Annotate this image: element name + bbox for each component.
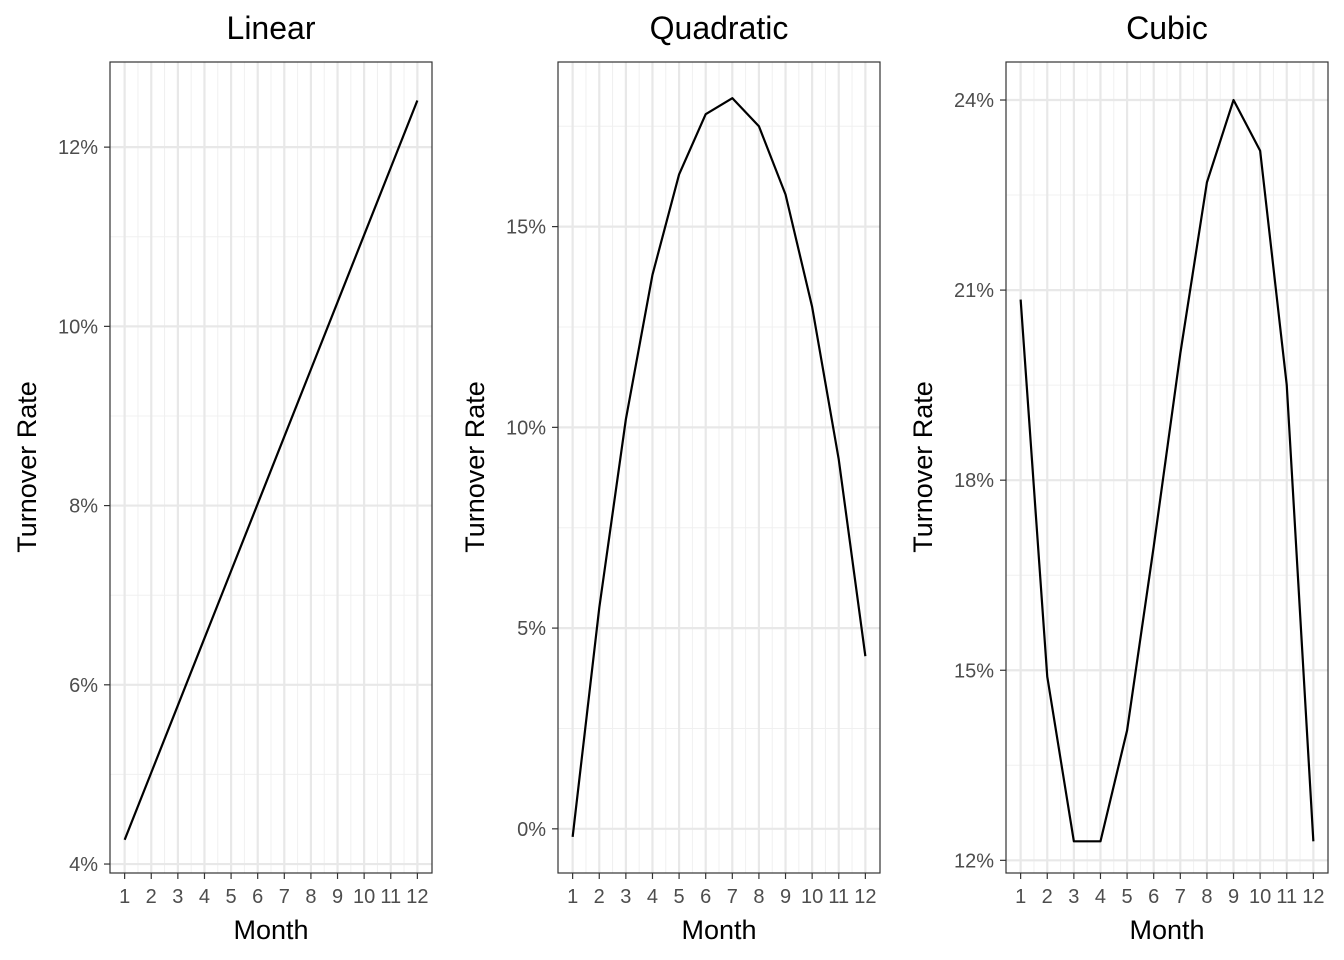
panel-title: Quadratic — [650, 10, 789, 46]
x-tick-label: 11 — [828, 886, 849, 908]
x-tick-label: 11 — [1276, 886, 1297, 908]
y-tick-label: 5% — [517, 618, 546, 640]
x-tick-label: 5 — [226, 886, 237, 908]
y-tick-label: 0% — [517, 819, 546, 841]
x-tick-label: 12 — [406, 886, 428, 908]
x-tick-label: 10 — [801, 886, 823, 908]
x-tick-label: 10 — [1249, 886, 1271, 908]
y-tick-label: 10% — [58, 316, 98, 338]
y-tick-label: 12% — [954, 850, 994, 872]
grid — [110, 62, 432, 873]
x-tick-label: 4 — [1095, 886, 1106, 908]
x-axis-label: Month — [681, 915, 756, 945]
x-tick-label: 2 — [594, 886, 605, 908]
x-tick-label: 9 — [332, 886, 343, 908]
y-axis-label: Turnover Rate — [460, 381, 490, 553]
panel-border — [109, 61, 433, 874]
x-tick-label: 6 — [252, 886, 263, 908]
x-tick-label: 10 — [353, 886, 375, 908]
x-axis-label: Month — [233, 915, 308, 945]
x-tick-label: 4 — [647, 886, 658, 908]
panel-title: Cubic — [1126, 10, 1208, 46]
panel-title: Linear — [227, 10, 316, 46]
x-tick-label: 5 — [674, 886, 685, 908]
axes: 1 2 3 4 5 6 7 8 9 10 11 120%5%10%15% — [506, 217, 877, 908]
x-axis-label: Month — [1129, 915, 1204, 945]
x-tick-label: 9 — [1228, 886, 1239, 908]
axes: 1 2 3 4 5 6 7 8 9 10 11 124%6%8%10%12% — [58, 137, 429, 908]
y-tick-label: 8% — [69, 496, 98, 518]
y-axis-label: Turnover Rate — [908, 381, 938, 553]
y-tick-label: 4% — [69, 854, 98, 876]
y-axis-label: Turnover Rate — [12, 381, 42, 553]
x-tick-label: 2 — [146, 886, 157, 908]
series-line — [1019, 98, 1315, 843]
x-tick-label: 3 — [1068, 886, 1079, 908]
x-tick-label: 3 — [172, 886, 183, 908]
x-tick-label: 1 — [567, 886, 578, 908]
series-lines — [123, 100, 419, 841]
x-tick-label: 7 — [1175, 886, 1186, 908]
x-tick-label: 1 — [1015, 886, 1026, 908]
x-tick-label: 12 — [854, 886, 876, 908]
x-tick-label: 6 — [1148, 886, 1159, 908]
x-tick-label: 7 — [279, 886, 290, 908]
y-tick-label: 6% — [69, 675, 98, 697]
y-tick-label: 18% — [954, 470, 994, 492]
x-tick-label: 3 — [620, 886, 631, 908]
series-lines — [571, 97, 867, 837]
x-tick-label: 5 — [1122, 886, 1133, 908]
y-tick-label: 12% — [58, 137, 98, 159]
grid — [1006, 62, 1328, 873]
series-lines — [1019, 98, 1315, 843]
x-tick-label: 7 — [727, 886, 738, 908]
x-tick-label: 2 — [1042, 886, 1053, 908]
x-tick-label: 12 — [1302, 886, 1324, 908]
x-tick-label: 8 — [1201, 886, 1212, 908]
x-tick-label: 8 — [753, 886, 764, 908]
panel-quadratic: Quadratic 1 2 3 4 5 6 7 8 9 10 11 120%5%10%15% Mont… — [460, 10, 881, 945]
panel-border — [557, 61, 881, 874]
x-tick-label: 6 — [700, 886, 711, 908]
series-line — [123, 100, 419, 841]
y-tick-label: 15% — [506, 217, 546, 239]
x-tick-label: 11 — [380, 886, 401, 908]
y-tick-label: 24% — [954, 90, 994, 112]
x-tick-label: 4 — [199, 886, 210, 908]
x-tick-label: 1 — [119, 886, 130, 908]
y-tick-label: 21% — [954, 280, 994, 302]
y-tick-label: 15% — [954, 660, 994, 682]
y-tick-label: 10% — [506, 417, 546, 439]
x-tick-label: 9 — [780, 886, 791, 908]
panel-linear: Linear 1 2 3 4 5 6 7 8 9 10 11 124%6%8%10%12% Month… — [12, 10, 433, 945]
x-tick-label: 8 — [305, 886, 316, 908]
series-line — [571, 97, 867, 837]
panel-border — [1005, 61, 1329, 874]
